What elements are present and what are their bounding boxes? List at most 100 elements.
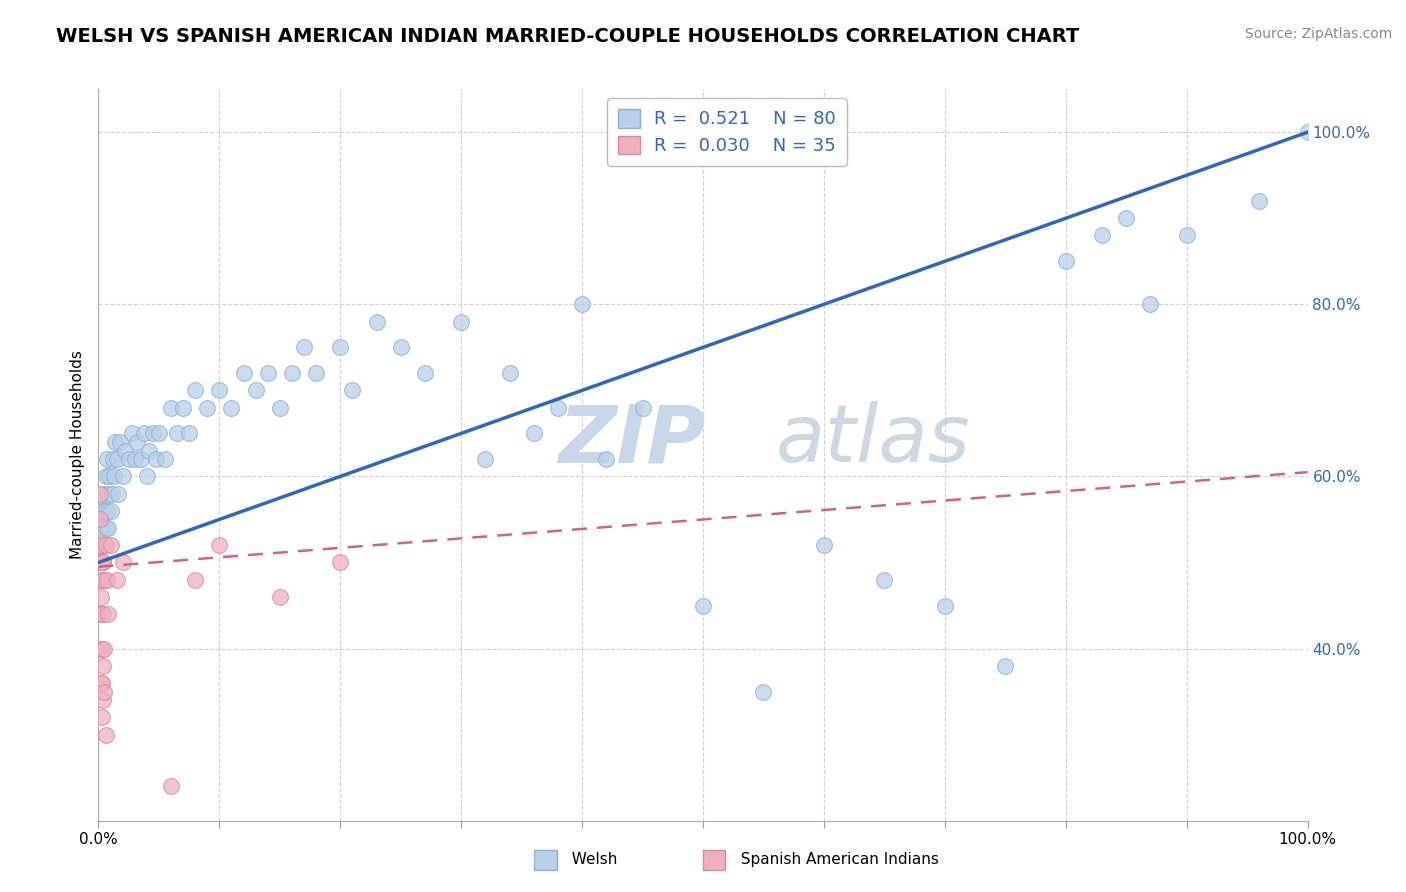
Point xyxy=(138,443,160,458)
Text: Welsh: Welsh xyxy=(562,853,617,867)
Point xyxy=(96,452,118,467)
Point xyxy=(93,641,115,656)
Point xyxy=(94,521,117,535)
Point xyxy=(90,504,112,518)
Point xyxy=(89,486,111,500)
Point xyxy=(813,538,835,552)
Point xyxy=(269,590,291,604)
Point xyxy=(97,486,120,500)
Point xyxy=(523,426,546,441)
Point xyxy=(148,426,170,441)
Point xyxy=(121,426,143,441)
Point xyxy=(366,314,388,328)
Point xyxy=(160,779,183,793)
Point xyxy=(135,469,157,483)
Point xyxy=(179,426,201,441)
Point xyxy=(127,435,149,450)
Point xyxy=(142,426,165,441)
Point xyxy=(89,556,111,570)
Point xyxy=(129,452,152,467)
Point xyxy=(97,607,120,621)
Text: WELSH VS SPANISH AMERICAN INDIAN MARRIED-COUPLE HOUSEHOLDS CORRELATION CHART: WELSH VS SPANISH AMERICAN INDIAN MARRIED… xyxy=(56,27,1080,45)
Point xyxy=(752,684,775,698)
Point xyxy=(91,573,114,587)
Point xyxy=(118,452,141,467)
Point xyxy=(172,401,194,415)
Point xyxy=(114,443,136,458)
Point xyxy=(208,538,231,552)
Point xyxy=(104,435,127,450)
Point xyxy=(91,607,114,621)
Point xyxy=(96,504,118,518)
Point xyxy=(105,452,128,467)
Point xyxy=(1175,228,1198,243)
Y-axis label: Married-couple Households: Married-couple Households xyxy=(69,351,84,559)
Point xyxy=(100,504,122,518)
Point xyxy=(90,538,112,552)
Point xyxy=(98,469,121,483)
Point xyxy=(571,297,593,311)
Point xyxy=(91,710,114,724)
Point xyxy=(89,573,111,587)
Point xyxy=(105,573,128,587)
Point xyxy=(994,658,1017,673)
Point xyxy=(111,469,134,483)
Point xyxy=(90,641,112,656)
Point xyxy=(221,401,243,415)
Point xyxy=(89,512,111,526)
Text: Source: ZipAtlas.com: Source: ZipAtlas.com xyxy=(1244,27,1392,41)
Point xyxy=(91,486,114,500)
Point xyxy=(91,556,114,570)
Point xyxy=(91,607,114,621)
Point xyxy=(292,340,315,354)
Point xyxy=(93,538,115,552)
Point xyxy=(91,676,114,690)
Point xyxy=(342,384,364,398)
Point xyxy=(160,401,183,415)
Point xyxy=(108,435,131,450)
Text: atlas: atlas xyxy=(776,401,970,479)
Point xyxy=(91,658,114,673)
Point xyxy=(94,538,117,552)
Point xyxy=(90,556,112,570)
Point xyxy=(1091,228,1114,243)
Point xyxy=(145,452,167,467)
Point xyxy=(153,452,176,467)
Point xyxy=(1296,125,1319,139)
Point xyxy=(93,504,115,518)
Point xyxy=(474,452,496,467)
Point xyxy=(245,384,267,398)
Point xyxy=(498,366,520,380)
Point xyxy=(90,590,112,604)
Point xyxy=(87,556,110,570)
Point xyxy=(103,469,125,483)
Point xyxy=(450,314,472,328)
Point xyxy=(232,366,254,380)
Point xyxy=(94,469,117,483)
Point xyxy=(256,366,278,380)
Point xyxy=(91,556,114,570)
Point xyxy=(93,573,115,587)
Point xyxy=(195,401,218,415)
Legend: R =  0.521    N = 80, R =  0.030    N = 35: R = 0.521 N = 80, R = 0.030 N = 35 xyxy=(607,98,846,166)
Point xyxy=(101,452,124,467)
Point xyxy=(329,556,352,570)
Point xyxy=(305,366,328,380)
Point xyxy=(91,521,114,535)
Point xyxy=(100,486,122,500)
Point xyxy=(96,573,118,587)
Point xyxy=(281,366,304,380)
Point xyxy=(1115,211,1137,226)
Point xyxy=(89,512,111,526)
Point xyxy=(90,607,112,621)
Point xyxy=(166,426,188,441)
Point xyxy=(547,401,569,415)
Point xyxy=(107,486,129,500)
Point xyxy=(90,538,112,552)
Point xyxy=(631,401,654,415)
Point xyxy=(91,641,114,656)
Point xyxy=(1054,254,1077,268)
Point xyxy=(1249,194,1271,208)
Point xyxy=(94,728,117,742)
Text: Spanish American Indians: Spanish American Indians xyxy=(731,853,939,867)
